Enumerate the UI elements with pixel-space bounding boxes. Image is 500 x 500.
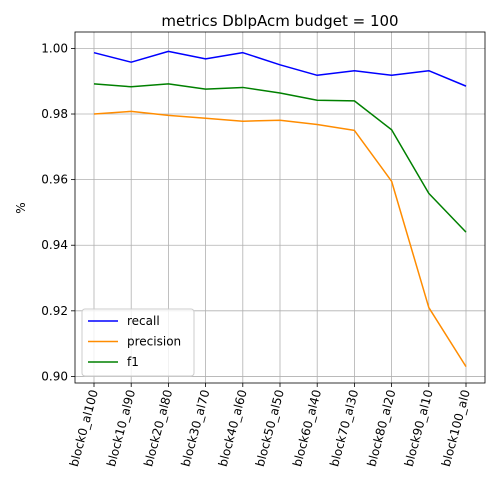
legend: recall precision f1 — [81, 308, 195, 377]
y-tick-label: 0.94 — [41, 238, 68, 252]
series-line-f1 — [93, 83, 467, 233]
legend-box — [81, 308, 195, 377]
y-tick-label: 1.00 — [41, 41, 68, 55]
y-tick-label: 0.90 — [41, 369, 68, 383]
y-tick-label: 0.96 — [41, 173, 68, 187]
chart-title: metrics DblpAcm budget = 100 — [161, 12, 398, 30]
legend-label-precision: precision — [127, 335, 181, 349]
series-line-precision — [93, 110, 467, 367]
y-axis: 0.90 0.92 0.94 0.96 0.98 1.00 — [41, 41, 75, 383]
series-lines — [93, 50, 467, 367]
grid — [75, 32, 485, 383]
y-tick-label: 0.92 — [41, 304, 68, 318]
legend-label-f1: f1 — [127, 355, 139, 369]
y-tick-label: 0.98 — [41, 107, 68, 121]
legend-label-recall: recall — [127, 314, 160, 328]
series-line-recall — [93, 50, 467, 87]
y-axis-label: % — [14, 202, 28, 213]
